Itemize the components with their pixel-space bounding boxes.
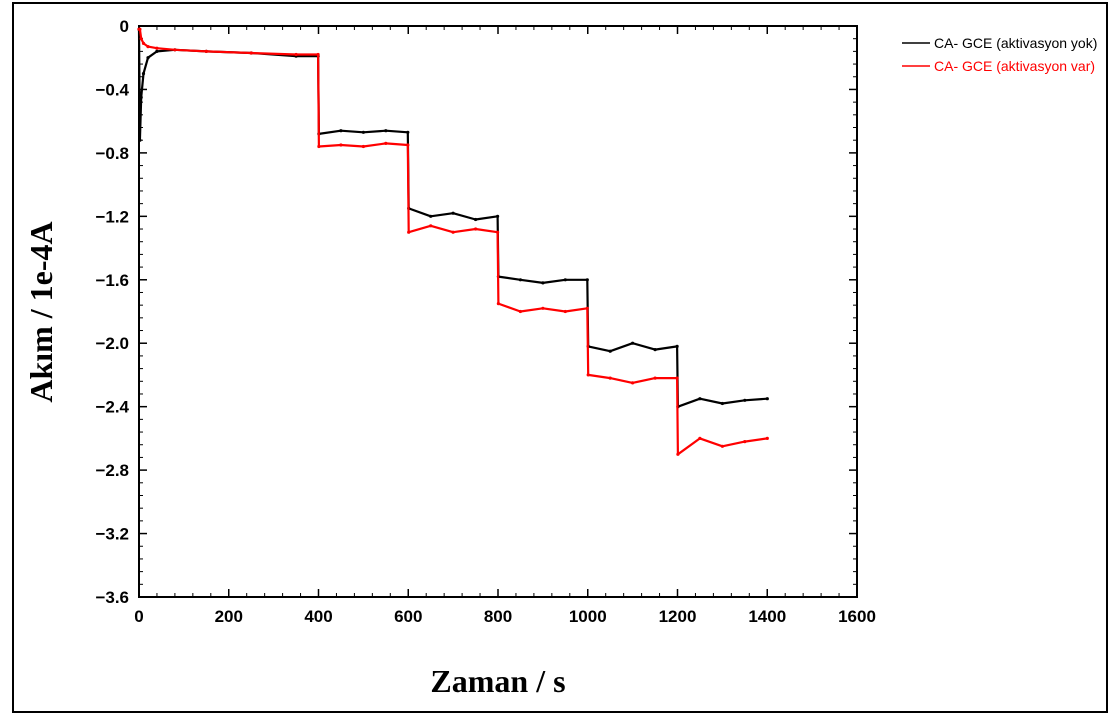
series-1-point (155, 49, 159, 54)
y-tick-label: −1.2 (95, 207, 129, 226)
chromatoamperometry-chart: 0 200 400 600 800 1000 1200 1400 1600 0 −0.4 −0.8 −… (23, 17, 1097, 699)
series-1-point (339, 129, 343, 133)
series-2-point (586, 373, 590, 377)
x-tick-label: 600 (394, 607, 422, 626)
y-tick-label: 0 (120, 17, 129, 36)
x-tick-label: 800 (484, 607, 512, 626)
series-2-point (676, 452, 680, 456)
x-axis-ticks: 0 200 400 600 800 1000 1200 1400 1600 (134, 26, 876, 626)
series-2-point (675, 376, 679, 380)
series-1-point (631, 341, 635, 345)
series-1-point (585, 278, 589, 282)
series-1-point (384, 129, 388, 133)
series-2-point (698, 436, 702, 440)
series-2-point (720, 444, 725, 448)
series-1-point (698, 397, 702, 401)
series-2-point (204, 49, 208, 54)
y-tick-label: −2.0 (95, 334, 129, 353)
series-1-point (139, 95, 143, 99)
x-tick-label: 400 (304, 607, 332, 626)
x-tick-label: 1600 (838, 607, 876, 626)
y-tick-label: −1.6 (95, 271, 129, 290)
series-2-point (339, 143, 343, 147)
series-2-point (518, 309, 522, 314)
series-2-point (173, 48, 177, 52)
series-2-point (249, 51, 253, 55)
series-2-point (563, 309, 567, 314)
plot-area (138, 25, 858, 598)
series-1-point (743, 398, 747, 402)
series-2-point (765, 436, 769, 440)
y-tick-label: −0.8 (95, 144, 129, 163)
series-2-point (294, 52, 298, 57)
series-2-point (496, 302, 500, 306)
series-layer (137, 27, 769, 456)
x-tick-label: 200 (215, 607, 243, 626)
series-2-point (146, 45, 150, 49)
series-2-point (541, 306, 545, 310)
series-1-point (563, 278, 567, 282)
series-2-point (631, 381, 635, 385)
series-1-point (141, 72, 146, 76)
series-2-point (317, 144, 321, 149)
series-1-point (675, 344, 679, 348)
x-tick-label: 0 (134, 607, 143, 626)
series-2-point (316, 52, 320, 57)
series-1-point (496, 214, 500, 218)
series-1-point (429, 214, 433, 218)
x-tick-label: 1000 (569, 607, 607, 626)
series-2-point (743, 440, 747, 444)
y-tick-label: −2.8 (95, 461, 129, 480)
series-2-point (141, 41, 146, 46)
series-2-point (406, 143, 410, 147)
series-2-point (585, 306, 589, 310)
series-2-point (384, 141, 388, 145)
series-1-point (608, 349, 612, 353)
series-1-point (406, 130, 410, 134)
series-2-point (608, 376, 612, 380)
series-1-point (361, 130, 365, 134)
series-2-point (496, 230, 500, 234)
series-1-point (474, 217, 478, 222)
x-axis-title: Zaman / s (430, 663, 565, 699)
series-1-point (653, 348, 657, 352)
series-1-point (541, 281, 545, 285)
series-2-point (451, 230, 455, 234)
series-1-point (451, 211, 455, 215)
series-2-point (155, 46, 159, 50)
y-tick-label: −3.2 (95, 525, 129, 544)
y-axis-title: Akım / 1e-4A (23, 221, 59, 402)
legend-label-series-1: CA- GCE (aktivasyon yok) (934, 35, 1097, 51)
legend-label-series-2: CA- GCE (aktivasyon var) (934, 58, 1095, 74)
x-tick-label: 1400 (748, 607, 786, 626)
chart-frame: 0 200 400 600 800 1000 1200 1400 1600 0 −0.4 −0.8 −… (12, 2, 1108, 713)
series-2-point (407, 230, 411, 234)
series-1-point (720, 401, 725, 406)
series-1-point (146, 56, 150, 60)
legend: CA- GCE (aktivasyon yok) CA- GCE (aktiva… (902, 35, 1097, 74)
series-1-point (138, 138, 142, 142)
series-2-point (474, 227, 478, 231)
series-2-point (139, 37, 143, 41)
series-2-point (653, 376, 657, 380)
y-tick-label: −2.4 (95, 398, 129, 417)
series-2-point (138, 27, 142, 31)
series-2-point (361, 144, 365, 149)
y-axis-ticks: 0 −0.4 −0.8 −1.2 −1.6 −2.0 −2.4 −2.8 −3.2 −3.6 (95, 17, 857, 607)
y-tick-label: −3.6 (95, 588, 129, 607)
y-tick-label: −0.4 (95, 80, 129, 99)
series-1-point (765, 397, 769, 401)
x-tick-label: 1200 (659, 607, 697, 626)
series-2-point (429, 224, 433, 228)
series-line-2 (138, 28, 768, 456)
series-1-point (518, 278, 522, 282)
